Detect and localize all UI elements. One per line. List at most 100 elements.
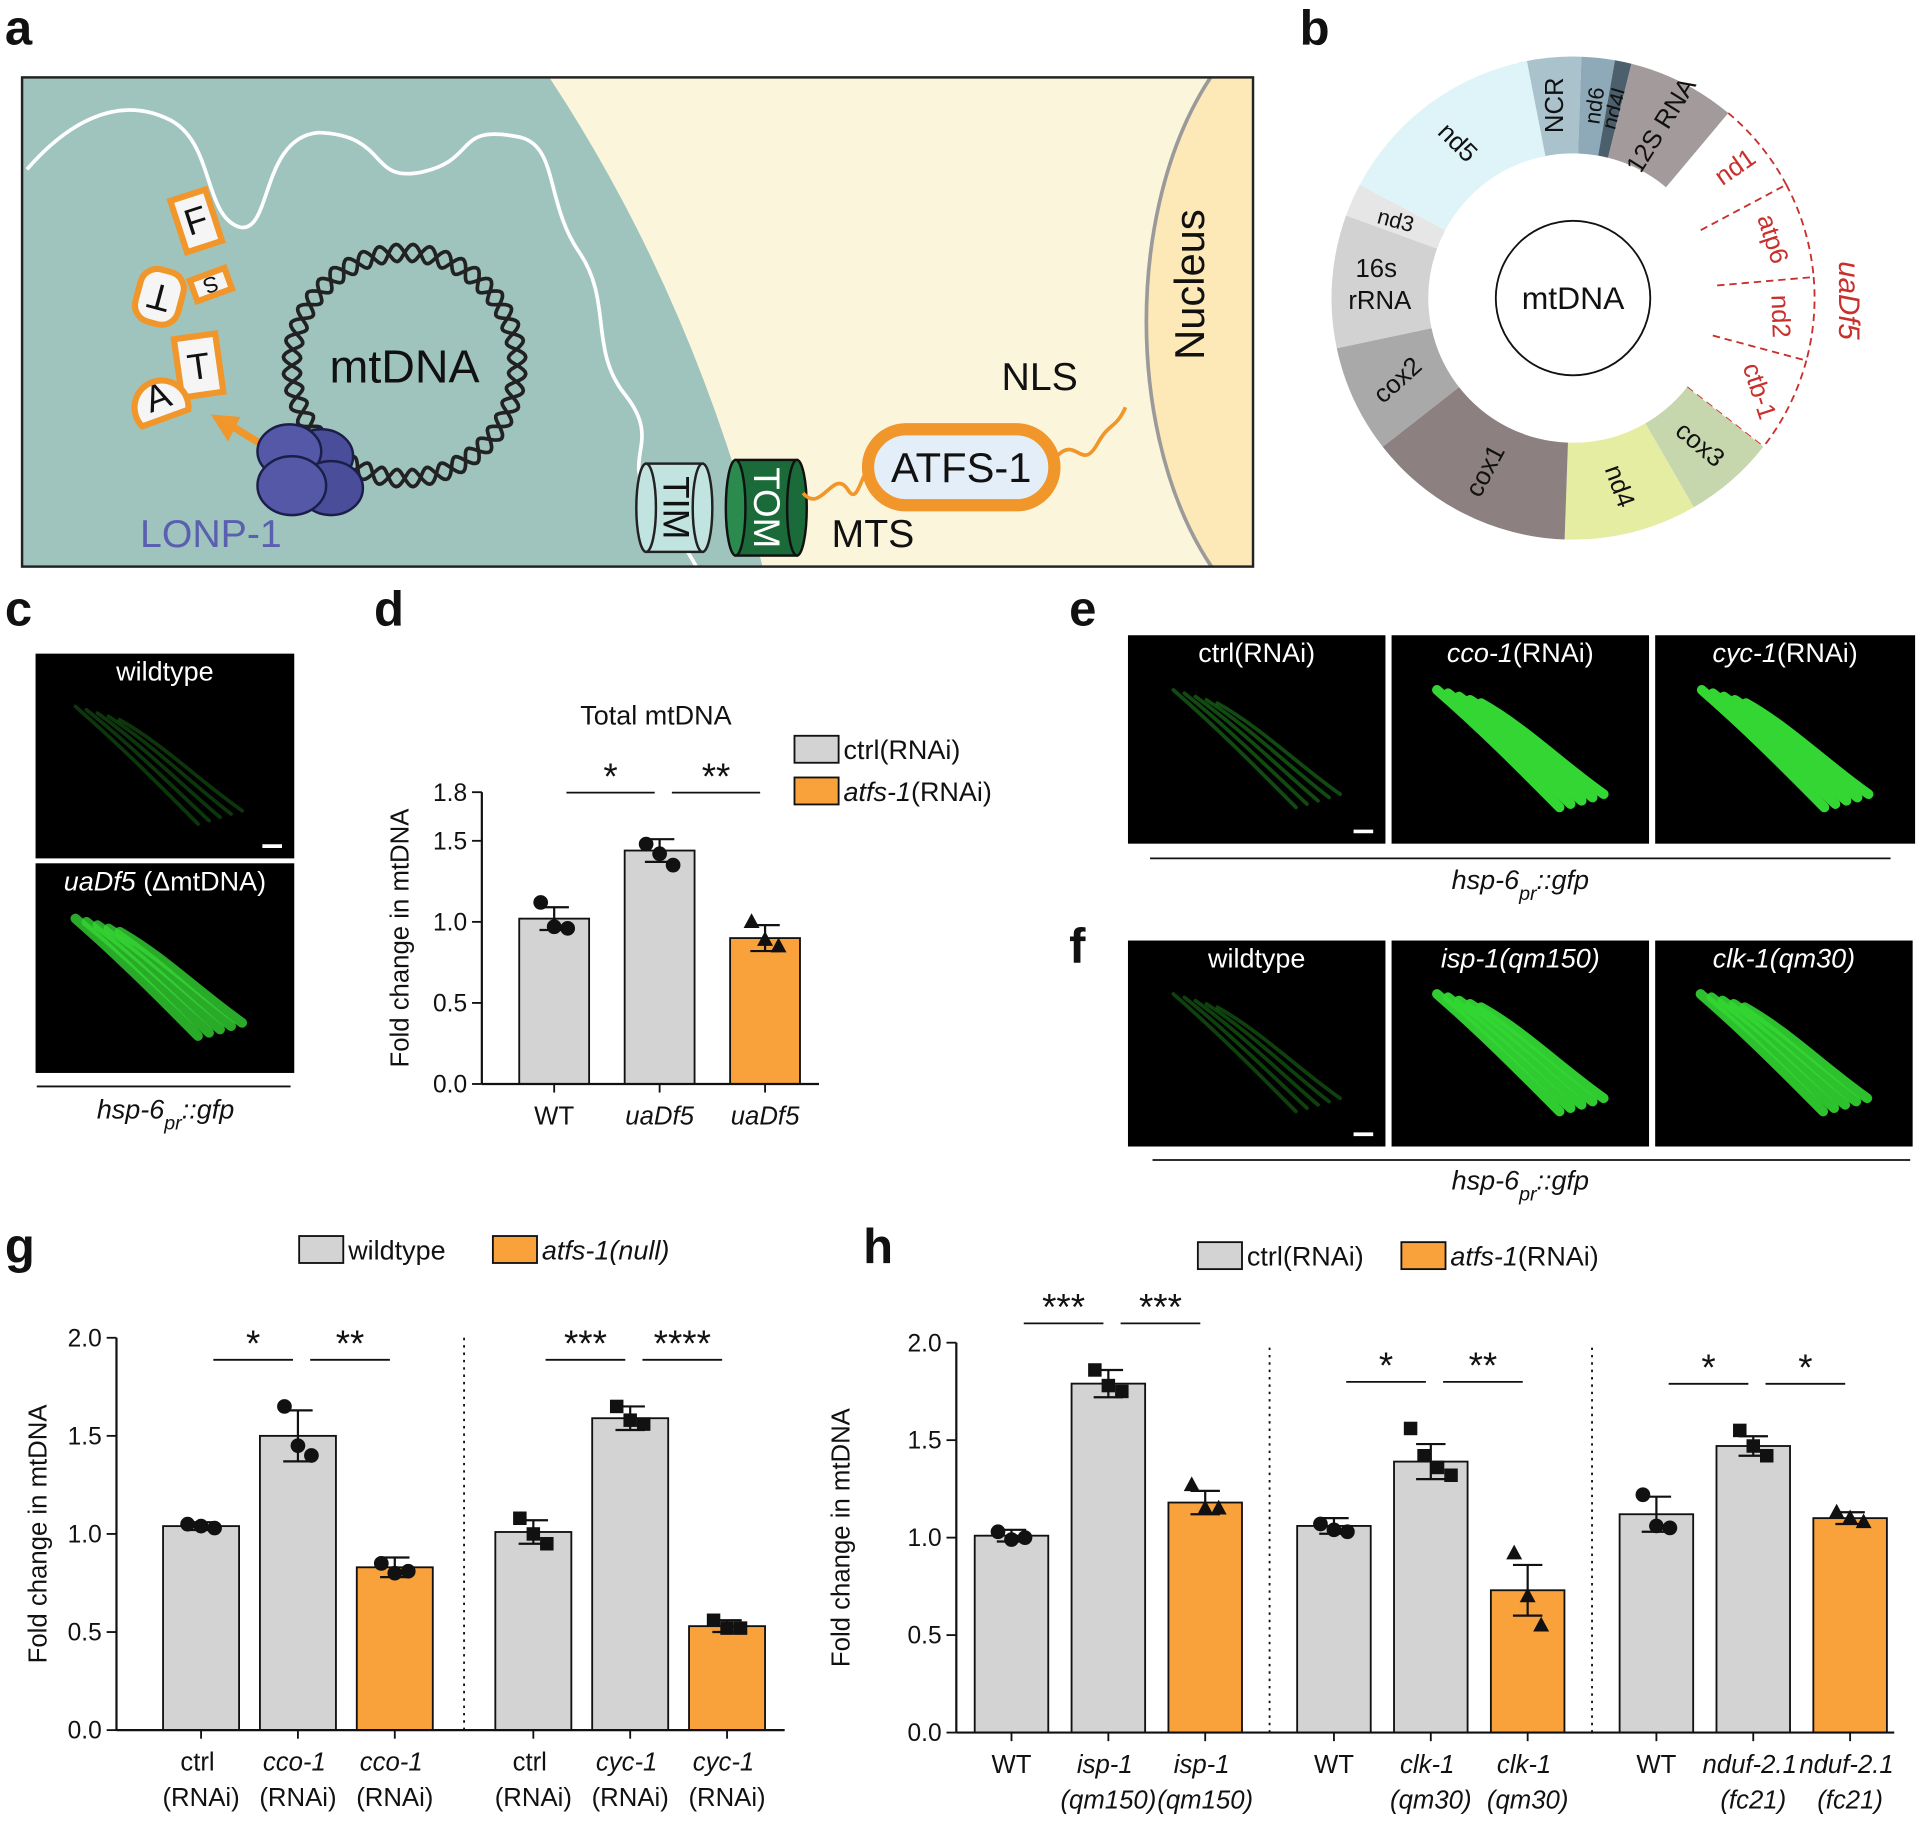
worm: [1182, 995, 1309, 1110]
caption-part: pr: [1518, 883, 1538, 905]
data-point: [1635, 1487, 1651, 1503]
y-tick-label: 1.5: [433, 828, 467, 855]
data-point: [623, 1413, 637, 1427]
mtdna-label: mtDNA: [330, 341, 480, 393]
significance-label: *: [1379, 1345, 1393, 1386]
deletion-label: uaDf5: [1832, 261, 1865, 340]
x-tick-label: clk-1 (qm30): [1487, 1751, 1569, 1815]
legend-label: ctrl(RNAi): [1247, 1241, 1364, 1271]
bar: [162, 1525, 240, 1732]
genome-segment: [1331, 215, 1438, 349]
x-tick-label: clk-1 (qm30): [1390, 1751, 1472, 1815]
tim-channel: [635, 462, 714, 554]
bar: [973, 1534, 1050, 1734]
bar: [591, 1417, 670, 1732]
genome-segment: [1578, 56, 1615, 156]
legend-swatch: [298, 1235, 345, 1264]
y-tick-label: 1.8: [433, 780, 467, 807]
y-tick-label: 0.0: [908, 1720, 942, 1747]
y-axis-label: Fold change in mtDNA: [25, 1404, 53, 1664]
worm: [114, 926, 248, 1028]
panel-letter: e: [1069, 582, 1096, 636]
bar: [688, 1625, 766, 1732]
data-point: [1746, 1439, 1760, 1453]
bar: [729, 937, 801, 1085]
deleted-arc: [1762, 360, 1808, 448]
y-tick-label: 2.0: [68, 1325, 102, 1352]
genome-segment: [1336, 328, 1460, 447]
y-tick-label: 1.5: [68, 1423, 102, 1450]
significance-label: *: [1798, 1347, 1812, 1388]
bar: [1812, 1517, 1888, 1734]
data-point: [1519, 1587, 1536, 1603]
y-tick-label: 0.0: [68, 1718, 102, 1745]
data-point: [1842, 1509, 1859, 1525]
genome-segment: [1346, 184, 1446, 249]
segment-label: nd6: [1579, 86, 1609, 126]
inner-membrane: [25, 108, 699, 567]
bar: [1070, 1382, 1147, 1734]
worm: [106, 714, 233, 816]
data-point: [1430, 1460, 1445, 1475]
x-tick-label: cco-1 (RNAi): [356, 1749, 433, 1813]
panel-letters: a b c d e f g h: [5, 1, 1330, 1274]
image-label: isp-1(qm150): [1441, 944, 1600, 974]
worm: [1204, 1002, 1331, 1104]
significance-label: **: [336, 1323, 365, 1364]
segment-label: NCR: [1541, 77, 1569, 133]
fragment-letter: T: [185, 345, 213, 389]
data-point: [1088, 1363, 1102, 1377]
segment-label: 16s rRNA: [1348, 255, 1412, 315]
significance-label: ***: [1042, 1287, 1085, 1328]
x-tick-label: nduf-2.1 (fc21): [1702, 1751, 1804, 1815]
chart-title: Total mtDNA: [580, 701, 731, 731]
data-point: [1760, 1449, 1774, 1463]
bar: [518, 917, 591, 1085]
protease-complex: [256, 423, 365, 517]
bar: [1715, 1445, 1791, 1734]
x-tick-label: uaDf5: [731, 1102, 800, 1130]
legend-swatch: [1196, 1241, 1243, 1271]
data-point: [757, 931, 774, 946]
data-point: [636, 1417, 651, 1431]
data-point: [526, 1527, 541, 1541]
image-label: wildtype: [1207, 944, 1305, 974]
deleted-arc: [1785, 184, 1815, 278]
caption-part: ::gfp: [182, 1094, 234, 1124]
micrograph: [35, 653, 295, 859]
genome-segment: [1382, 387, 1568, 540]
nucleus-label: Nucleus: [1166, 209, 1213, 360]
legend-swatch: [1400, 1241, 1447, 1271]
data-point: [706, 1613, 721, 1628]
bar: [1393, 1460, 1469, 1734]
segment-label: ctb-1: [1737, 360, 1781, 423]
genome-segment: [1598, 60, 1632, 158]
y-tick-label: 0.5: [908, 1623, 942, 1650]
mtdna-strand: [281, 242, 528, 489]
bar: [623, 849, 696, 1085]
arrow-head: [210, 414, 241, 442]
data-point: [1662, 1520, 1678, 1536]
x-tick-label: nduf-2.1 (fc21): [1799, 1751, 1901, 1815]
data-point: [1733, 1423, 1747, 1438]
deleted-arc: [1805, 276, 1816, 361]
data-point: [638, 836, 654, 852]
significance-label: *: [246, 1323, 260, 1364]
significance-label: *: [603, 756, 617, 797]
legend-swatch: [491, 1235, 538, 1264]
bar: [1167, 1501, 1243, 1734]
worm: [117, 717, 244, 813]
panel-letter: a: [5, 1, 33, 55]
genome-segment: [1564, 423, 1694, 540]
worm: [1739, 1002, 1873, 1104]
data-point: [1313, 1516, 1328, 1532]
worm: [73, 704, 200, 826]
fragment: A: [131, 373, 192, 430]
y-tick-label: 0.0: [433, 1072, 467, 1099]
x-tick-label: isp-1 (qm150): [1060, 1751, 1156, 1815]
y-axis-label: Fold change in mtDNA: [828, 1407, 856, 1667]
data-point: [180, 1516, 195, 1532]
y-tick-label: 1.0: [433, 909, 467, 936]
